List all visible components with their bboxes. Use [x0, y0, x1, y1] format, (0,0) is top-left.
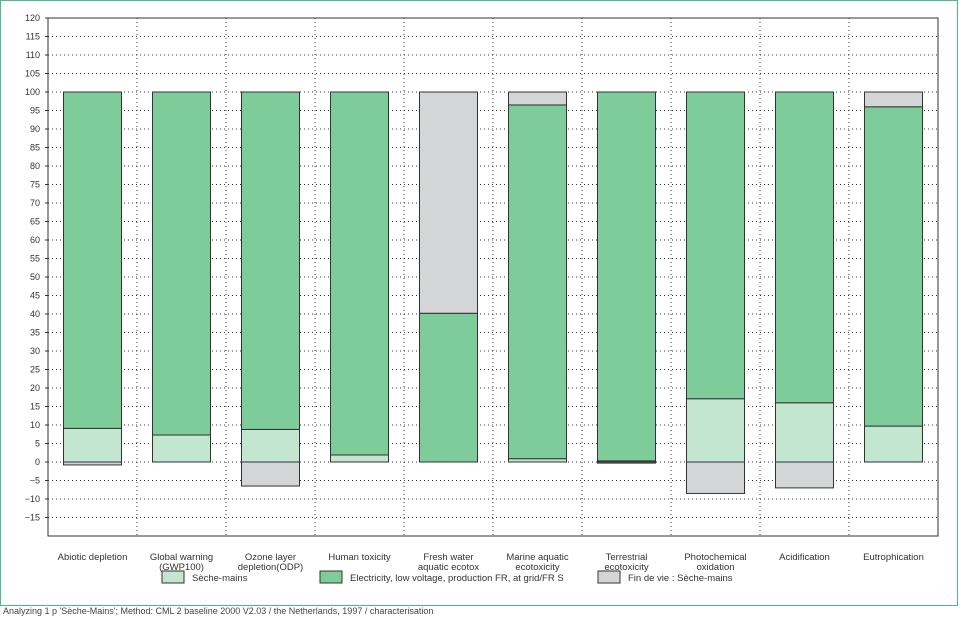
bar-seche-mains: [330, 454, 389, 463]
y-tick-label: 60: [30, 235, 40, 245]
y-tick-label: 95: [30, 106, 40, 116]
y-tick-label: 85: [30, 143, 40, 153]
x-tick-label: Marine aquatic: [506, 552, 569, 563]
y-tick-label: −5: [30, 476, 40, 486]
bar-seche-mains: [864, 425, 923, 463]
x-tick-label: Abiotic depletion: [58, 552, 128, 563]
bar-fin-de-vie: [775, 461, 834, 489]
y-tick-label: 5: [35, 439, 40, 449]
bar-electricity: [508, 104, 567, 460]
x-tick-label: depletion(ODP): [238, 562, 303, 573]
x-tick-label: Terrestrial: [606, 552, 648, 563]
x-tick-label: Global warning: [150, 552, 213, 563]
y-tick-label: 120: [25, 13, 40, 23]
y-tick-label: 70: [30, 198, 40, 208]
legend-seche-mains-label: Sèche-mains: [192, 573, 248, 584]
legend-seche-mains-swatch: [161, 570, 185, 584]
bar-fin-de-vie: [864, 91, 923, 108]
bar-fin-de-vie: [241, 461, 300, 487]
bar-electricity: [419, 312, 478, 463]
x-tick-label: Photochemical: [684, 552, 746, 563]
y-tick-label: 45: [30, 291, 40, 301]
bar-electricity: [152, 91, 211, 436]
y-tick-label: 55: [30, 254, 40, 264]
bar-fin-de-vie: [419, 91, 478, 314]
bar-fin-de-vie: [686, 461, 745, 494]
legend-electricity-swatch: [319, 570, 343, 584]
y-tick-label: 15: [30, 402, 40, 412]
legend-electricity-label: Electricity, low voltage, production FR,…: [350, 573, 564, 584]
bar-fin-de-vie: [508, 91, 567, 106]
y-tick-label: 65: [30, 217, 40, 227]
y-tick-label: −15: [25, 513, 40, 523]
bar-electricity: [775, 91, 834, 404]
bar-seche-mains: [152, 434, 211, 463]
bar-electricity: [63, 91, 122, 429]
bar-fin-de-vie: [597, 461, 656, 464]
y-tick-label: 100: [25, 87, 40, 97]
bar-electricity: [686, 91, 745, 400]
bar-seche-mains: [686, 398, 745, 463]
x-tick-label: aquatic ecotox: [418, 562, 480, 573]
x-tick-label: Acidification: [779, 552, 830, 563]
y-tick-label: 115: [26, 32, 40, 42]
x-tick-label: Human toxicity: [328, 552, 391, 563]
y-tick-label: 20: [30, 383, 40, 393]
chart: 1201151101051009590858075706560555045403…: [25, 13, 939, 584]
legend-fin-de-vie-swatch: [597, 570, 621, 584]
x-tick-label: Eutrophication: [863, 552, 924, 563]
bar-fin-de-vie: [63, 461, 122, 466]
y-tick-label: −10: [25, 494, 40, 504]
x-tick-label: (GWP100): [159, 562, 204, 573]
y-tick-label: 75: [30, 180, 40, 190]
x-tick-label: Ozone layer: [245, 552, 296, 563]
chart-footer: Analyzing 1 p 'Sèche-Mains'; Method: CML…: [3, 606, 434, 616]
y-tick-label: 30: [30, 346, 40, 356]
bar-seche-mains: [775, 402, 834, 463]
bar-electricity: [330, 91, 389, 456]
y-tick-label: 90: [30, 124, 40, 134]
bar-electricity: [597, 91, 656, 462]
y-tick-label: 50: [30, 272, 40, 282]
bar-seche-mains: [63, 427, 122, 463]
y-tick-label: 35: [30, 328, 40, 338]
bar-electricity: [864, 106, 923, 427]
y-tick-label: 25: [30, 365, 40, 375]
bar-electricity: [241, 91, 300, 430]
legend-fin-de-vie-label: Fin de vie : Sèche-mains: [628, 573, 733, 584]
y-tick-label: 10: [30, 420, 40, 430]
y-tick-label: 0: [35, 457, 40, 467]
chart-frame: [0, 0, 958, 606]
x-tick-label: Fresh water: [423, 552, 473, 563]
x-tick-label: ecotoxicity: [604, 562, 649, 573]
y-tick-label: 80: [30, 161, 40, 171]
y-tick-label: 40: [30, 309, 40, 319]
y-tick-label: 110: [26, 50, 40, 60]
x-tick-label: oxidation: [696, 562, 734, 573]
bar-seche-mains: [241, 428, 300, 463]
x-tick-label: ecotoxicity: [515, 562, 560, 573]
y-tick-label: 105: [25, 69, 40, 79]
